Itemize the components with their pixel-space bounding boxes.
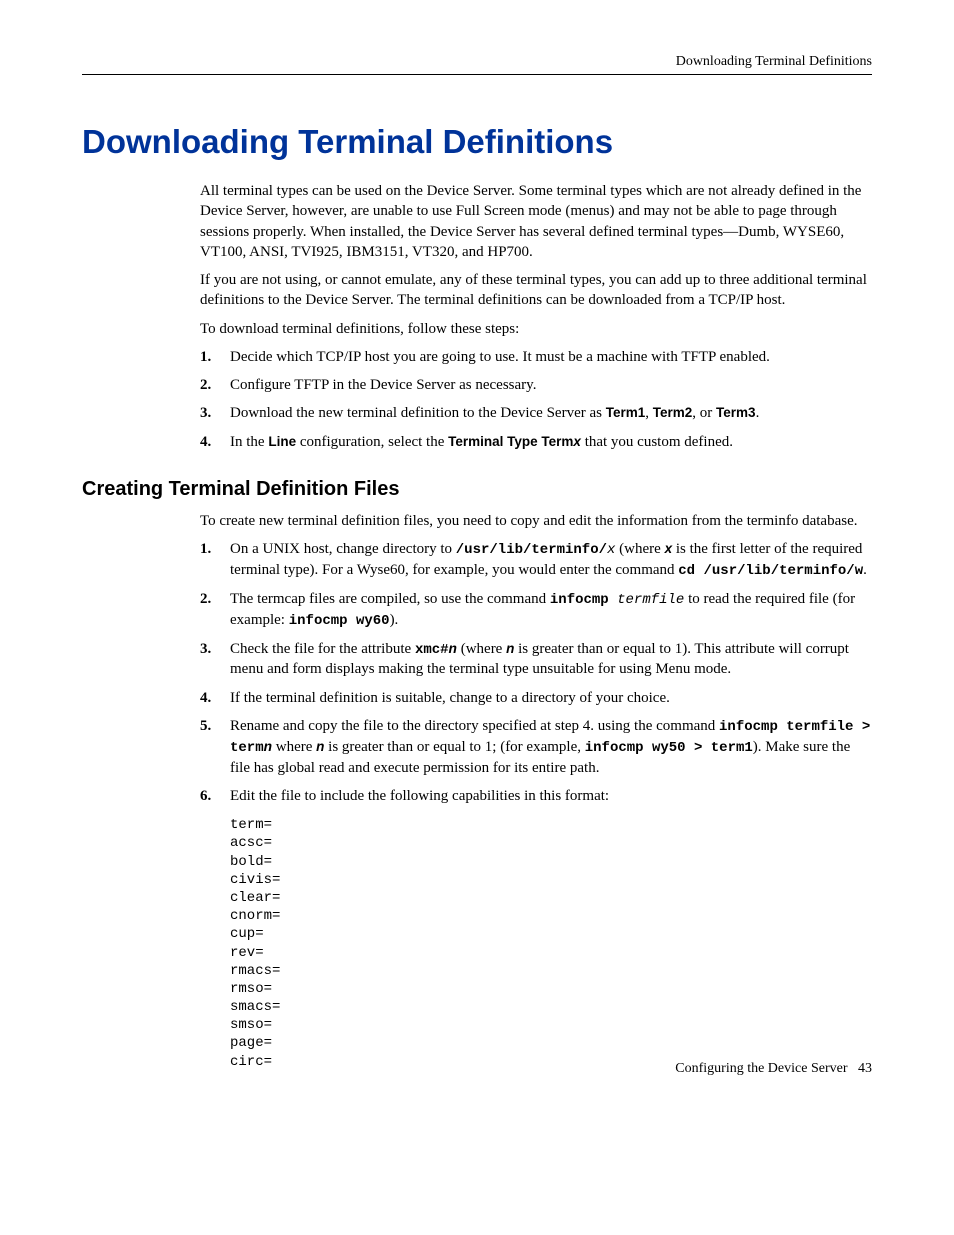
step-text: If the terminal definition is suitable, … <box>230 688 872 708</box>
step-number: 6. <box>200 786 230 806</box>
step-number: 3. <box>200 403 230 423</box>
running-header: Downloading Terminal Definitions <box>82 54 872 70</box>
step-number: 3. <box>200 639 230 680</box>
cstep-6: 6. Edit the file to include the followin… <box>200 786 872 806</box>
creating-steps: 1. On a UNIX host, change directory to /… <box>200 539 872 806</box>
step-text: The termcap files are compiled, so use t… <box>230 589 872 631</box>
creating-intro: To create new terminal definition files,… <box>200 511 872 531</box>
cstep-3: 3. Check the file for the attribute xmc#… <box>200 639 872 680</box>
creating-block: To create new terminal definition files,… <box>200 511 872 1071</box>
step-number: 4. <box>200 688 230 708</box>
step-text: Rename and copy the file to the director… <box>230 716 872 778</box>
step-text: Download the new terminal definition to … <box>230 403 872 423</box>
footer-page-number: 43 <box>858 1061 872 1076</box>
step-number: 2. <box>200 589 230 631</box>
step-text: Configure TFTP in the Device Server as n… <box>230 375 872 395</box>
step-text: Decide which TCP/IP host you are going t… <box>230 347 872 367</box>
capabilities-code: term= acsc= bold= civis= clear= cnorm= c… <box>230 816 872 1071</box>
step-1: 1. Decide which TCP/IP host you are goin… <box>200 347 872 367</box>
page-title: Downloading Terminal Definitions <box>82 123 872 161</box>
step-text: In the Line configuration, select the Te… <box>230 432 872 452</box>
intro-para-2: If you are not using, or cannot emulate,… <box>200 270 872 311</box>
section-heading: Creating Terminal Definition Files <box>82 478 872 501</box>
step-2: 2. Configure TFTP in the Device Server a… <box>200 375 872 395</box>
step-3: 3. Download the new terminal definition … <box>200 403 872 423</box>
page-footer: Configuring the Device Server 43 <box>675 1061 872 1077</box>
intro-para-3: To download terminal definitions, follow… <box>200 319 872 339</box>
header-rule: Downloading Terminal Definitions <box>82 54 872 75</box>
cstep-4: 4. If the terminal definition is suitabl… <box>200 688 872 708</box>
cstep-1: 1. On a UNIX host, change directory to /… <box>200 539 872 581</box>
page-container: Downloading Terminal Definitions Downloa… <box>0 0 954 1111</box>
step-text: Edit the file to include the following c… <box>230 786 872 806</box>
intro-para-1: All terminal types can be used on the De… <box>200 181 872 262</box>
cstep-5: 5. Rename and copy the file to the direc… <box>200 716 872 778</box>
intro-block: All terminal types can be used on the De… <box>200 181 872 452</box>
footer-section: Configuring the Device Server <box>675 1061 847 1076</box>
step-number: 5. <box>200 716 230 778</box>
step-number: 1. <box>200 347 230 367</box>
step-number: 4. <box>200 432 230 452</box>
step-number: 2. <box>200 375 230 395</box>
step-text: Check the file for the attribute xmc#n (… <box>230 639 872 680</box>
step-number: 1. <box>200 539 230 581</box>
download-steps: 1. Decide which TCP/IP host you are goin… <box>200 347 872 452</box>
step-text: On a UNIX host, change directory to /usr… <box>230 539 872 581</box>
step-4: 4. In the Line configuration, select the… <box>200 432 872 452</box>
cstep-2: 2. The termcap files are compiled, so us… <box>200 589 872 631</box>
